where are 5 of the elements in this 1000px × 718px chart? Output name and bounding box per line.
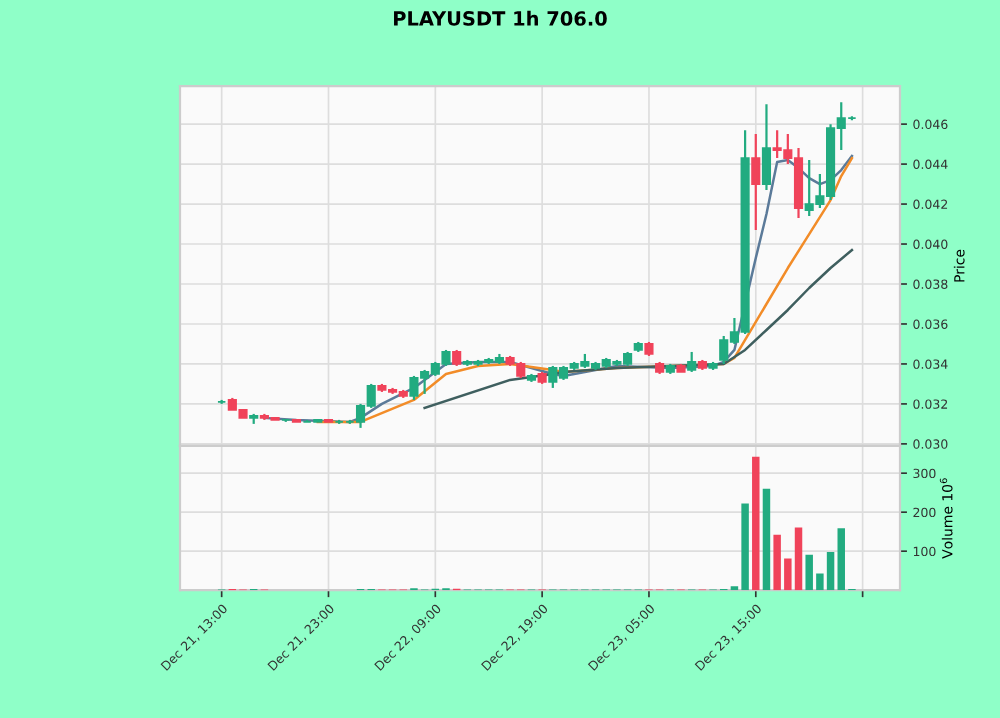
bar: [752, 456, 760, 591]
chart-title: PLAYUSDT 1h 706.0: [394, 10, 607, 26]
bar: [762, 488, 771, 591]
candlestick: [249, 412, 259, 426]
candlestick: [644, 340, 654, 358]
